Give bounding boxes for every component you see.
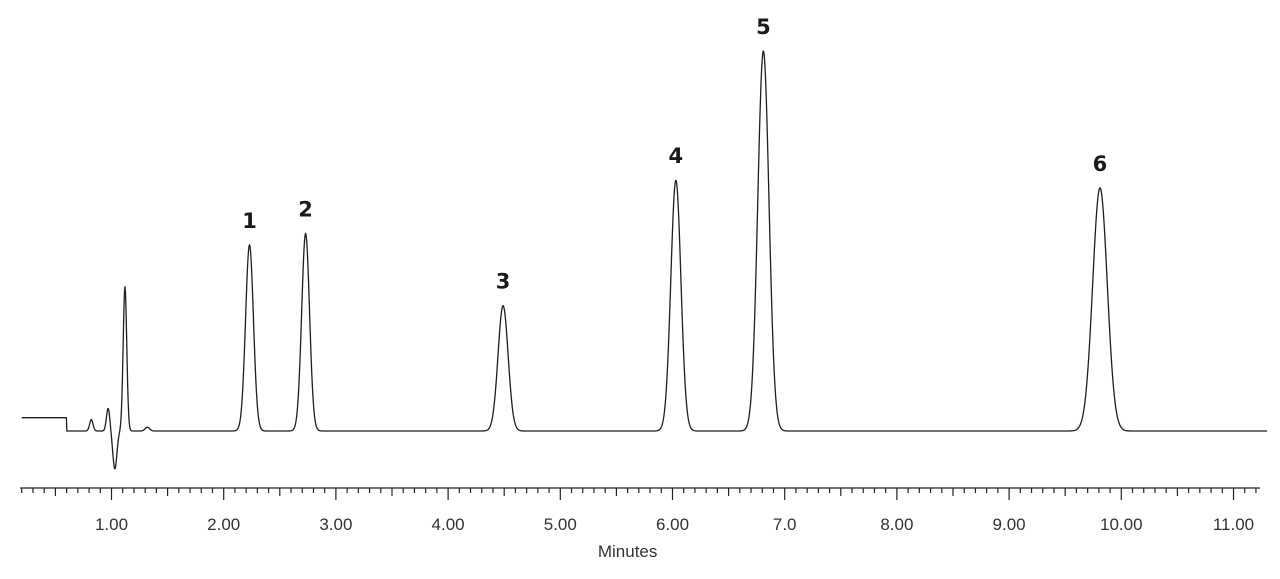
x-tick-label: 3.00 (319, 515, 352, 534)
peak-label: 4 (669, 144, 684, 168)
x-tick-label: 11.00 (1213, 515, 1254, 534)
chromatogram-trace (21, 50, 1268, 470)
x-tick-label: 2.00 (207, 515, 240, 534)
peak-label: 5 (756, 15, 771, 39)
x-axis-title: Minutes (598, 542, 658, 561)
peak-label: 6 (1093, 152, 1108, 176)
x-tick-label: 10.00 (1100, 515, 1143, 534)
x-axis-tick-labels: 1.00 2.00 3.00 4.00 5.00 6.00 7.0 8.00 9.00 10.00… (95, 515, 1254, 534)
x-tick-label: 4.00 (432, 515, 465, 534)
x-tick-label: 9.00 (993, 515, 1026, 534)
x-axis-ticks (21, 488, 1257, 500)
peak-label: 3 (496, 270, 511, 294)
peak-label: 1 (242, 209, 257, 233)
peak-label: 2 (298, 197, 313, 221)
x-tick-label: 5.00 (544, 515, 577, 534)
x-tick-label: 7.0 (773, 515, 797, 534)
x-tick-label: 1.00 (95, 515, 128, 534)
peak-labels: 1 2 3 4 5 6 (242, 15, 1107, 294)
x-tick-label: 6.00 (656, 515, 689, 534)
x-tick-label: 8.00 (880, 515, 913, 534)
